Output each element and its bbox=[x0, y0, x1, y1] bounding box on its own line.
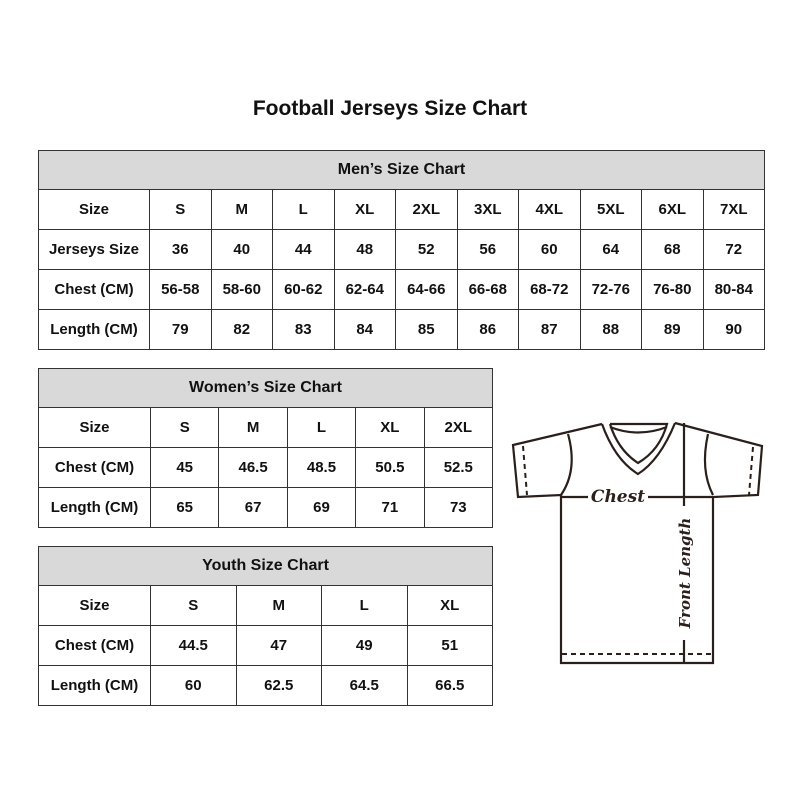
table-cell: 50.5 bbox=[355, 447, 425, 488]
table-cell: 68-72 bbox=[518, 269, 581, 310]
womens-size-table: Women’s Size Chart Size S M L XL 2XL Chest (CM)… bbox=[37, 368, 494, 528]
table-cell: 64.5 bbox=[321, 665, 408, 706]
table-cell: 6XL bbox=[641, 189, 704, 230]
table-row: Chest (CM) 56-58 58-60 60-62 62-64 64-66 66-68… bbox=[38, 269, 766, 310]
table-cell: 88 bbox=[579, 309, 642, 350]
jersey-measurement-diagram: Chest Front Length bbox=[511, 421, 764, 665]
table-row: Chest (CM) 45 46.5 48.5 50.5 52.5 bbox=[38, 447, 494, 488]
table-cell: 60 bbox=[150, 665, 237, 706]
table-cell: 36 bbox=[149, 229, 212, 270]
table-row: Chest (CM) 44.5 47 49 51 bbox=[38, 625, 494, 666]
table-cell: 80-84 bbox=[702, 269, 766, 310]
table-cell: 71 bbox=[355, 487, 425, 528]
table-cell: 86 bbox=[456, 309, 519, 350]
table-cell: 72-76 bbox=[579, 269, 642, 310]
table-cell: 83 bbox=[272, 309, 335, 350]
youth-size-table: Youth Size Chart Size S M L XL Chest (CM) 44.5 4… bbox=[37, 546, 494, 706]
table-cell: 56-58 bbox=[149, 269, 212, 310]
table-cell: 67 bbox=[218, 487, 288, 528]
table-cell: 58-60 bbox=[210, 269, 273, 310]
table-cell: M bbox=[218, 407, 288, 448]
table-cell: XL bbox=[406, 585, 494, 626]
table-cell: 64 bbox=[579, 229, 642, 270]
page-title: Football Jerseys Size Chart bbox=[252, 97, 528, 120]
table-row: Length (CM) 79 82 83 84 85 86 87 88 89 90 bbox=[38, 309, 766, 350]
table-cell: 48.5 bbox=[286, 447, 357, 488]
row-label: Size bbox=[38, 189, 150, 230]
table-cell: 44.5 bbox=[150, 625, 237, 666]
table-cell: 51 bbox=[406, 625, 494, 666]
table-cell: 64-66 bbox=[395, 269, 458, 310]
table-cell: 89 bbox=[641, 309, 704, 350]
table-cell: 84 bbox=[333, 309, 396, 350]
table-cell: 60-62 bbox=[272, 269, 335, 310]
table-cell: 62-64 bbox=[333, 269, 396, 310]
table-cell: 79 bbox=[149, 309, 212, 350]
table-cell: 69 bbox=[286, 487, 357, 528]
table-cell: 65 bbox=[149, 487, 220, 528]
table-cell: L bbox=[272, 189, 335, 230]
table-row: Jerseys Size 36 40 44 48 52 56 60 64 68 72 bbox=[38, 229, 766, 270]
table-cell: 52 bbox=[395, 229, 458, 270]
table-cell: 73 bbox=[423, 487, 494, 528]
table-cell: 87 bbox=[518, 309, 581, 350]
table-cell: 72 bbox=[702, 229, 766, 270]
jersey-outline bbox=[511, 421, 764, 665]
stitch-lines bbox=[522, 445, 754, 655]
chest-label: Chest bbox=[591, 487, 645, 507]
table-cell: 48 bbox=[333, 229, 396, 270]
table-cell: S bbox=[150, 585, 237, 626]
table-cell: S bbox=[149, 189, 212, 230]
row-label: Chest (CM) bbox=[38, 269, 150, 310]
table-cell: 82 bbox=[210, 309, 273, 350]
mens-size-table: Men’s Size Chart Size S M L XL 2XL 3XL 4XL 5XL 6XL… bbox=[37, 150, 766, 350]
table-cell: 45 bbox=[149, 447, 220, 488]
table-cell: 49 bbox=[321, 625, 408, 666]
front-length-label: Front Length bbox=[676, 518, 694, 630]
row-label: Chest (CM) bbox=[38, 447, 151, 488]
table-cell: 60 bbox=[518, 229, 581, 270]
row-label: Length (CM) bbox=[38, 665, 151, 706]
table-cell: 7XL bbox=[702, 189, 766, 230]
table-cell: 68 bbox=[641, 229, 704, 270]
table-cell: L bbox=[321, 585, 408, 626]
table-cell: 47 bbox=[235, 625, 322, 666]
table-cell: 40 bbox=[210, 229, 273, 270]
table-cell: 4XL bbox=[518, 189, 581, 230]
table-row: Size S M L XL 2XL 3XL 4XL 5XL 6XL 7XL bbox=[38, 189, 766, 230]
table-caption: Women’s Size Chart bbox=[37, 368, 494, 408]
table-row: Length (CM) 65 67 69 71 73 bbox=[38, 487, 494, 528]
table-cell: S bbox=[149, 407, 220, 448]
table-cell: 52.5 bbox=[423, 447, 494, 488]
table-row: Length (CM) 60 62.5 64.5 66.5 bbox=[38, 665, 494, 706]
row-label: Size bbox=[38, 585, 151, 626]
table-cell: 2XL bbox=[423, 407, 494, 448]
table-cell: 2XL bbox=[395, 189, 458, 230]
table-cell: 62.5 bbox=[235, 665, 322, 706]
table-cell: 66-68 bbox=[456, 269, 519, 310]
table-cell: 56 bbox=[456, 229, 519, 270]
table-cell: 44 bbox=[272, 229, 335, 270]
table-cell: 66.5 bbox=[406, 665, 494, 706]
row-label: Jerseys Size bbox=[38, 229, 150, 270]
table-cell: XL bbox=[333, 189, 396, 230]
table-cell: L bbox=[286, 407, 357, 448]
table-cell: 3XL bbox=[456, 189, 519, 230]
table-caption: Men’s Size Chart bbox=[37, 150, 766, 190]
row-label: Size bbox=[38, 407, 151, 448]
row-label: Chest (CM) bbox=[38, 625, 151, 666]
table-row: Size S M L XL bbox=[38, 585, 494, 626]
table-cell: 85 bbox=[395, 309, 458, 350]
table-caption: Youth Size Chart bbox=[37, 546, 494, 586]
table-cell: XL bbox=[355, 407, 425, 448]
row-label: Length (CM) bbox=[38, 309, 150, 350]
table-cell: M bbox=[210, 189, 273, 230]
table-cell: 90 bbox=[702, 309, 766, 350]
table-cell: 76-80 bbox=[641, 269, 704, 310]
row-label: Length (CM) bbox=[38, 487, 151, 528]
table-cell: 46.5 bbox=[218, 447, 288, 488]
table-row: Size S M L XL 2XL bbox=[38, 407, 494, 448]
table-cell: 5XL bbox=[579, 189, 642, 230]
table-cell: M bbox=[235, 585, 322, 626]
